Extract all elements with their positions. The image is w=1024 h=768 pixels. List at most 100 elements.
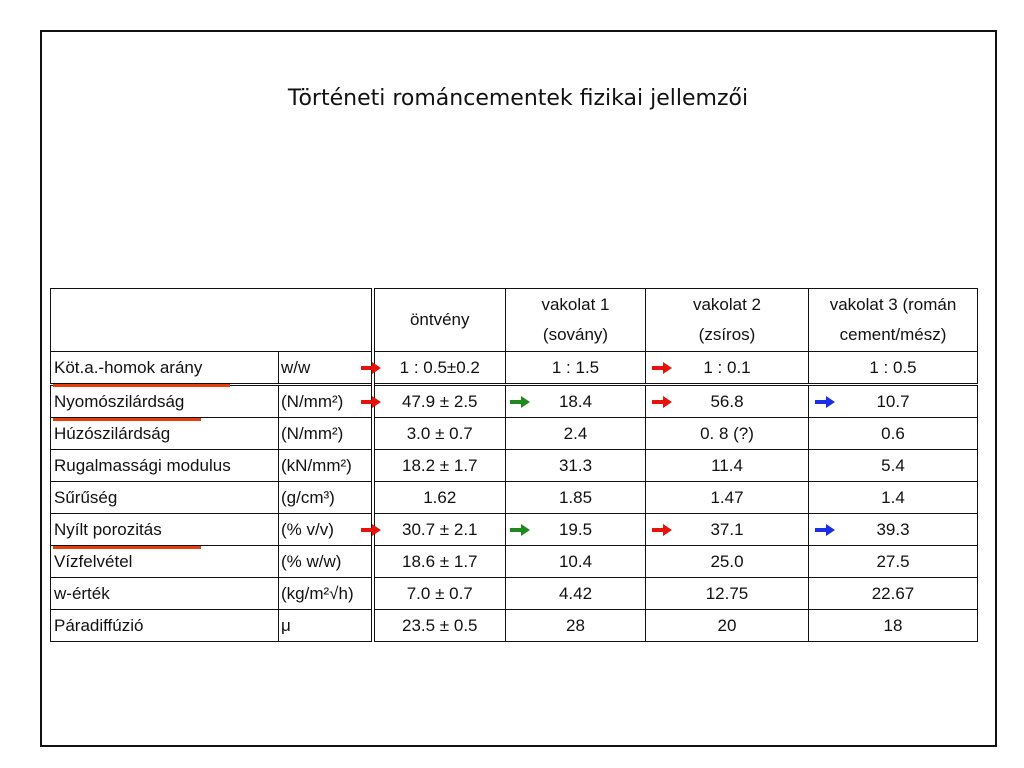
cell-text: 1 : 0.1 — [703, 357, 751, 377]
unit: μ — [281, 615, 291, 635]
header-text: vakolat 3 (román — [829, 295, 957, 314]
cell-text: 7.0 ± 0.7 — [406, 583, 473, 603]
cell-text: 2.4 — [563, 423, 588, 443]
arrow-icon — [652, 362, 672, 374]
value-cell: 1 : 0.1 — [645, 351, 809, 386]
cell-text: 18.6 ± 1.7 — [402, 551, 478, 571]
unit: (kg/m²√h) — [281, 583, 354, 603]
row-label-cell: Nyomószilárdság — [50, 384, 279, 421]
cell-text: 28 — [566, 615, 585, 635]
arrow-icon — [652, 396, 672, 408]
cell-text: 25.0 — [710, 551, 744, 571]
value-cell: 12.75 — [645, 577, 809, 610]
value-cell: 18.6 ± 1.7 — [372, 545, 506, 578]
value-cell: 27.5 — [808, 545, 978, 578]
data-table: öntvény vakolat 1 (sovány) vakolat 2 (zsíros… — [50, 288, 978, 642]
row-label-cell: Sűrűség — [50, 481, 279, 514]
arrow-icon — [360, 362, 381, 374]
unit-cell: (% v/v) — [278, 513, 375, 546]
value-cell: 1.47 — [645, 481, 809, 514]
value-cell: 5.4 — [808, 449, 978, 482]
cell-text: 1.47 — [710, 487, 744, 507]
arrow-icon — [360, 396, 381, 408]
value-cell: 1 : 0.5 — [808, 351, 978, 386]
row-label: w-érték — [54, 583, 110, 603]
cell-text: 10.7 — [876, 391, 910, 411]
row-label-cell: Vízfelvétel — [50, 545, 279, 578]
arrow-icon — [815, 396, 835, 408]
row-label: Páradiffúzió — [54, 615, 144, 635]
header-cell: vakolat 3 (román cement/mész) — [808, 288, 978, 352]
value-cell: 39.3 — [808, 513, 978, 546]
cell-text: 10.4 — [558, 551, 593, 571]
row-label-cell: Nyílt porozitás — [50, 513, 279, 549]
value-cell: 47.9 ± 2.5 — [360, 384, 506, 418]
cell-text: 18.2 ± 1.7 — [402, 455, 478, 475]
value-cell: 56.8 — [645, 384, 809, 418]
value-cell: 11.4 — [645, 449, 809, 482]
cell-text: 23.5 ± 0.5 — [402, 615, 478, 635]
row-label: Nyílt porozitás — [54, 519, 162, 539]
cell-text: 31.3 — [558, 455, 593, 475]
header-text: (zsíros) — [698, 325, 756, 344]
row-label: Sűrűség — [54, 487, 118, 507]
row-label-cell: Rugalmassági modulus — [50, 449, 279, 482]
value-cell: 37.1 — [645, 513, 809, 546]
cell-text: 11.4 — [711, 455, 743, 475]
table-row: Vízfelvétel (% w/w) 18.6 ± 1.7 10.4 25.0 27.5 — [50, 545, 978, 578]
header-cell: vakolat 2 (zsíros) — [645, 288, 809, 352]
value-cell: 10.4 — [505, 545, 646, 578]
value-cell: 20 — [645, 609, 809, 642]
value-cell: 2.4 — [505, 417, 646, 450]
value-cell: 31.3 — [505, 449, 646, 482]
arrow-icon — [510, 524, 530, 536]
value-cell: 1.85 — [505, 481, 646, 514]
value-cell: 25.0 — [645, 545, 809, 578]
arrow-icon — [510, 396, 530, 408]
table-row: Rugalmassági modulus (kN/mm²) 18.2 ± 1.7 31… — [50, 449, 978, 482]
cell-text: 5.4 — [881, 455, 905, 475]
value-cell: 1.62 — [372, 481, 506, 514]
header-blank — [50, 288, 375, 352]
cell-text: 37.1 — [710, 519, 744, 539]
row-label-cell: Húzószilárdság — [50, 417, 279, 450]
value-cell: 1.4 — [808, 481, 978, 514]
cell-text: 47.9 ± 2.5 — [402, 391, 478, 411]
table-row: Páradiffúzió μ 23.5 ± 0.5 28 20 18 — [50, 609, 978, 642]
table-row: Nyomószilárdság (N/mm²) 47.9 ± 2.5 18.4 56.8… — [50, 384, 978, 421]
cell-text: 0. 8 (?) — [700, 423, 754, 443]
value-cell: 18.2 ± 1.7 — [372, 449, 506, 482]
cell-text: 1.85 — [558, 487, 593, 507]
row-label: Köt.a.-homok arány — [54, 357, 203, 377]
cell-text: 0.6 — [881, 423, 905, 443]
value-cell: 18 — [808, 609, 978, 642]
cell-text: 18 — [883, 615, 903, 635]
cell-text: 1 : 1.5 — [551, 357, 600, 377]
cell-text: 19.5 — [558, 519, 593, 539]
value-cell: 23.5 ± 0.5 — [372, 609, 506, 642]
row-label: Rugalmassági modulus — [54, 455, 231, 475]
value-cell: 3.0 ± 0.7 — [372, 417, 506, 450]
unit-cell: μ — [278, 609, 375, 642]
cell-text: 56.8 — [710, 391, 744, 411]
cell-text: 39.3 — [876, 519, 910, 539]
unit-cell: (% w/w) — [278, 545, 375, 578]
unit: (N/mm²) — [281, 391, 344, 411]
table-row: Húzószilárdság (N/mm²) 3.0 ± 0.7 2.4 0. 8 (?… — [50, 417, 978, 450]
slide-title: Történeti románcementek fizikai jellemző… — [287, 86, 749, 111]
value-cell: 22.67 — [808, 577, 978, 610]
row-label-cell: w-érték — [50, 577, 279, 610]
header-cell: vakolat 1 (sovány) — [505, 288, 646, 352]
table-row: Köt.a.-homok arány w/w 1 : 0.5±0.2 1 : 1.5 1… — [50, 351, 978, 387]
value-cell: 30.7 ± 2.1 — [360, 513, 506, 546]
header-text: (sovány) — [542, 325, 609, 344]
value-cell: 18.4 — [505, 384, 646, 418]
value-cell: 0. 8 (?) — [645, 417, 809, 450]
unit: (g/cm³) — [281, 487, 335, 507]
value-cell: 0.6 — [808, 417, 978, 450]
unit: (% w/w) — [281, 551, 342, 571]
row-label-cell: Páradiffúzió — [50, 609, 279, 642]
unit-cell: (g/cm³) — [278, 481, 375, 514]
cell-text: 1 : 0.5±0.2 — [399, 357, 480, 377]
row-label: Nyomószilárdság — [54, 391, 185, 411]
